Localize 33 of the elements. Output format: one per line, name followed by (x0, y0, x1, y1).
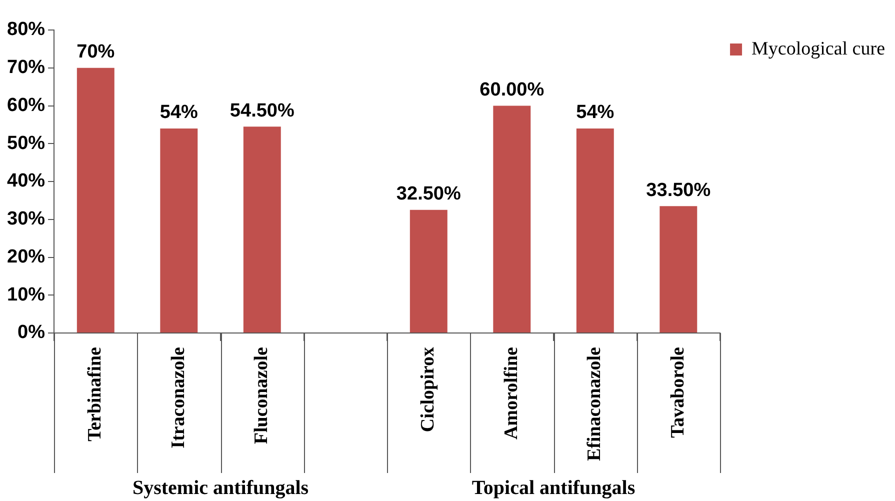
data-label: 54% (576, 102, 614, 124)
data-label: 32.50% (396, 184, 461, 205)
x-tick-label: Tavaborole (667, 347, 688, 438)
data-label: 54.50% (230, 100, 294, 122)
y-tick-label: 40% (6, 170, 46, 192)
y-tick-label: 50% (6, 132, 46, 154)
legend-label: Mycological cure (752, 38, 886, 60)
bar (576, 128, 614, 333)
bar (160, 128, 198, 333)
data-label: 60.00% (480, 79, 544, 100)
y-tick-label: 10% (6, 284, 46, 306)
y-tick-label: 60% (6, 94, 46, 116)
bar (660, 206, 698, 333)
y-tick-label: 30% (6, 208, 46, 230)
y-tick-label: 80% (6, 19, 46, 40)
bar (76, 68, 114, 333)
y-tick-label: 0% (18, 322, 46, 344)
x-tick-label: Ciclopirox (418, 346, 439, 432)
x-tick-label: Efinaconazole (584, 347, 606, 462)
bar (493, 106, 531, 333)
data-label: 33.50% (646, 180, 711, 201)
data-label: 54% (160, 102, 198, 124)
bar (243, 126, 281, 333)
x-tick-label: Itraconazole (168, 347, 189, 448)
y-tick-label: 20% (6, 246, 46, 268)
text: Topical antifungals (472, 477, 636, 500)
data-label: 70% (76, 42, 115, 63)
y-tick-label: 70% (6, 57, 46, 78)
x-tick-label: Amorolfine (500, 347, 522, 440)
bar (410, 210, 448, 333)
x-tick-label: Terbinafine (84, 347, 106, 442)
text: Systemic antifungals (132, 477, 309, 500)
x-tick-label: Fluconazole (251, 347, 272, 444)
